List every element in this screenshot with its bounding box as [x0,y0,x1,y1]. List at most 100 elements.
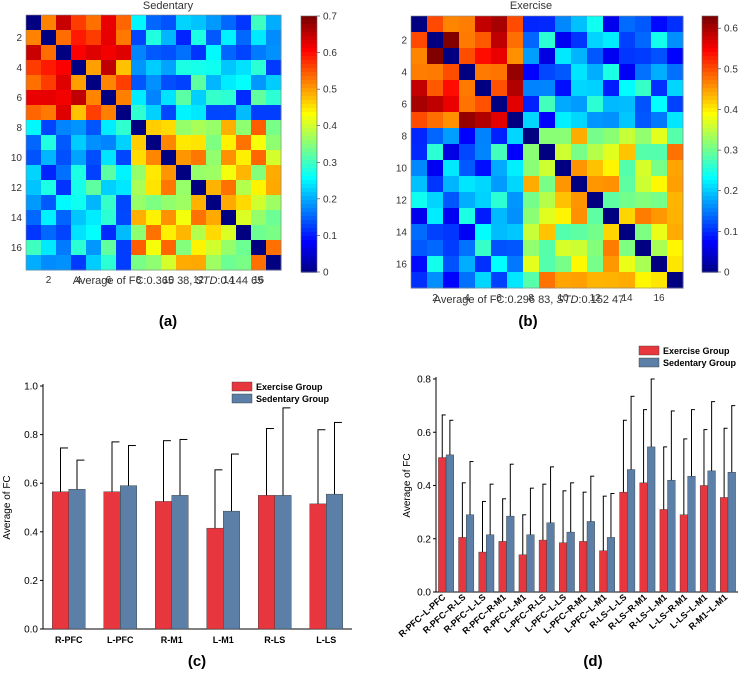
heatmap-cell [86,75,102,91]
heatmap-title: Exercise [510,0,552,12]
heatmap-cell [427,272,444,289]
heatmap-cell [56,60,72,76]
colorbar-segment [702,40,718,45]
heatmap-cell [236,60,252,76]
heatmap-cell [266,180,282,196]
colorbar-segment [301,260,317,265]
heatmap-cell [86,150,102,166]
heatmap-cell [236,105,252,121]
heatmap-cell [523,32,540,49]
bar [155,501,172,630]
colorbar-segment [301,152,317,157]
heatmap-cell [555,64,572,81]
heatmap-cell [191,15,207,31]
colorbar-segment [301,140,317,145]
heatmap-cell [459,16,476,33]
heatmap-cell [539,208,556,225]
heatmap-cell [206,255,222,271]
heatmap-cell [101,90,117,106]
colorbar-segment [301,128,317,133]
heatmap-cell [41,150,57,166]
heatmap-cell [191,135,207,151]
heatmap-cell [571,96,588,113]
heatmap-cell [555,48,572,65]
heatmap-cell [539,48,556,65]
colorbar-segment [301,24,317,29]
heatmap-cell [619,160,636,177]
panel-label: (d) [583,653,602,670]
heatmap-title: Sedentary [143,0,194,12]
heatmap-cell [221,45,237,61]
heatmap-cell [555,16,572,33]
heatmap-cell [555,128,572,145]
heatmap-cell [206,60,222,76]
heatmap-cell [539,112,556,129]
colorbar-segment [301,208,317,213]
heatmap-cell [71,165,87,181]
heatmap-cell [459,256,476,273]
heatmap-cell [101,30,117,46]
heatmap-cell [116,105,132,121]
heatmap-cell [651,256,668,273]
heatmap-cell [176,60,192,76]
heatmap-cell [443,112,460,129]
colorbar-segment [702,112,718,117]
heatmap-cell [427,96,444,113]
heatmap-cell [161,60,177,76]
heatmap-cell [26,180,42,196]
heatmap-cell [475,80,492,97]
heatmap-cell [206,45,222,61]
heatmap-cell [41,15,57,31]
y-tick-label: 0.0 [24,625,38,636]
heatmap-cell [236,135,252,151]
colorbar-segment [301,108,317,113]
colorbar-segment [702,232,718,237]
heatmap-cell [635,160,652,177]
heatmap-cell [587,272,604,289]
heatmap-cell [459,96,476,113]
heatmap-cell [266,165,282,181]
heatmap-cell [26,60,42,76]
heatmap-cell [475,256,492,273]
heatmap-cell [619,272,636,289]
heatmap-cell [475,64,492,81]
colorbar-segment [702,72,718,77]
heatmap-cell [651,160,668,177]
heatmap-cell [411,160,428,177]
heatmap-cell [176,90,192,106]
heatmap-cell [251,60,267,76]
heatmap-cell [206,180,222,196]
heatmap-cell [116,60,132,76]
heatmap-cell [603,32,620,49]
heatmap-cell [176,120,192,136]
colorbar-segment [301,48,317,53]
heatmap-cell [635,144,652,161]
heatmap-cell [523,96,540,113]
colorbar: 0 0.1 0.2 0.3 0.4 0.5 0.6 0.7 [300,12,337,279]
heatmap-cell [667,64,684,81]
colorbar-segment [702,120,718,125]
heatmap-cell [651,176,668,193]
heatmap-cell [587,160,604,177]
heatmap-cell [131,15,147,31]
heatmap-cell [411,112,428,129]
heatmap-cell [491,240,508,257]
heatmap-cell [507,224,524,241]
y-tick-label: 0.4 [24,527,38,538]
heatmap-cell [427,64,444,81]
heatmap-cell [619,128,636,145]
heatmap-cell [206,165,222,181]
heatmap-cell [161,255,177,271]
heatmap-cell [161,30,177,46]
heatmap-cell [507,192,524,209]
colorbar-segment [301,100,317,105]
heatmap-cell [146,180,162,196]
heatmap-cell [116,180,132,196]
bar [679,514,688,593]
colorbar-segment [301,104,317,109]
colorbar-segment [702,156,718,161]
colorbar-tick-label: 0.1 [323,231,337,242]
colorbar-segment [301,148,317,153]
heatmap-cell [41,60,57,76]
heatmap-cell [667,32,684,49]
